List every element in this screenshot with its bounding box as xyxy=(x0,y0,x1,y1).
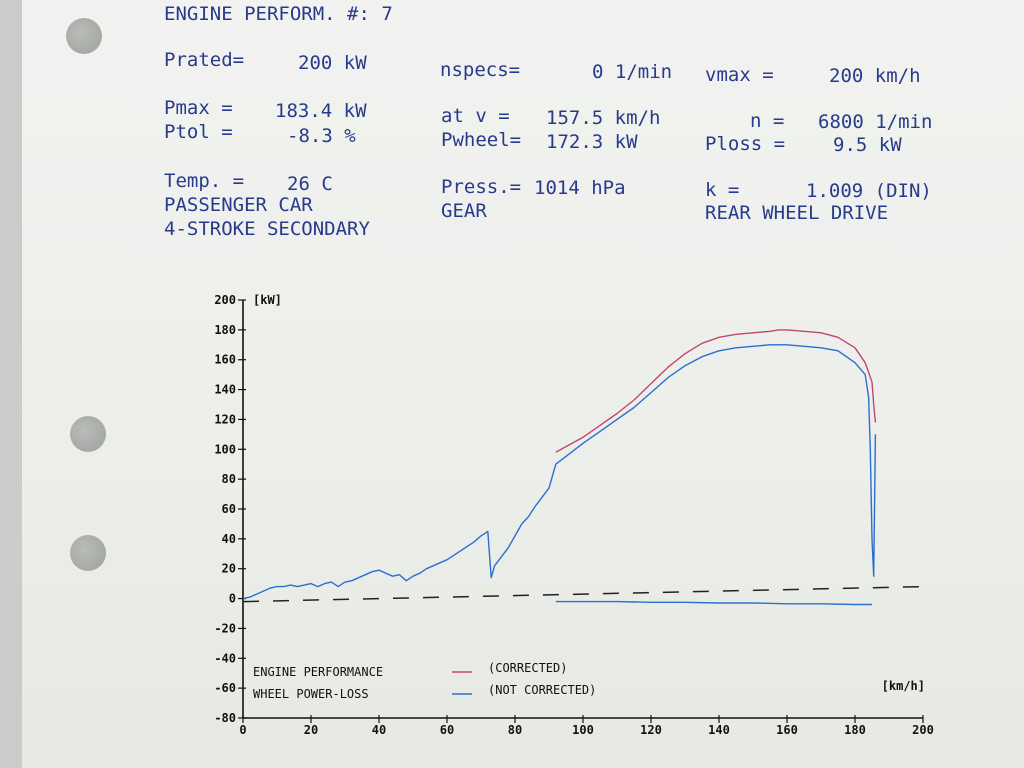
report-title: ENGINE PERFORM. #: 7 xyxy=(164,3,393,25)
vehicle-type: PASSENGER CAR xyxy=(164,194,313,216)
x-tick-label: 100 xyxy=(572,723,594,737)
legend-series-name: (NOT CORRECTED) xyxy=(488,683,596,697)
nspecs-label: nspecs= xyxy=(440,59,521,81)
gear-label: GEAR xyxy=(441,200,487,222)
punch-hole xyxy=(66,18,102,54)
x-tick-label: 20 xyxy=(304,723,318,737)
pmax-value: 183.4 kW xyxy=(275,100,367,122)
pwheel-value: 172.3 kW xyxy=(546,131,638,153)
y-tick-label: -40 xyxy=(214,651,236,665)
x-tick-label: 80 xyxy=(508,723,522,737)
ptol-label: Ptol = xyxy=(164,121,233,143)
drive-type: REAR WHEEL DRIVE xyxy=(705,202,889,224)
nspecs-value: 0 1/min xyxy=(592,61,673,83)
y-tick-label: 100 xyxy=(214,442,236,456)
x-tick-label: 0 xyxy=(239,723,246,737)
chart-ticks: 200180160140120100806040200-20-40-60-800… xyxy=(214,293,934,737)
engine-type: 4-STROKE SECONDARY xyxy=(164,218,370,240)
x-tick-label: 200 xyxy=(912,723,934,737)
prated-value: 200 kW xyxy=(298,52,367,74)
x-tick-label: 60 xyxy=(440,723,454,737)
y-tick-label: 200 xyxy=(214,293,236,307)
y-tick-label: -80 xyxy=(214,711,236,725)
ploss-label: Ploss = xyxy=(705,133,786,155)
k-value: 1.009 (DIN) xyxy=(806,180,932,202)
legend-label: WHEEL POWER-LOSS xyxy=(253,687,369,701)
pwheel-label: Pwheel= xyxy=(441,129,522,151)
chart-legend: ENGINE PERFORMANCE (CORRECTED) WHEEL POWER… xyxy=(253,661,596,701)
at-v-label: at v = xyxy=(441,105,510,127)
series-line-corrected xyxy=(555,329,877,453)
at-v-value: 157.5 km/h xyxy=(546,107,661,129)
series-line-wheel-power-loss xyxy=(555,600,872,606)
y-tick-label: 160 xyxy=(214,353,236,367)
x-tick-label: 160 xyxy=(776,723,798,737)
n-label: n = xyxy=(750,110,785,132)
legend-label: ENGINE PERFORMANCE xyxy=(253,665,383,679)
press-value: 1014 hPa xyxy=(534,177,626,199)
y-tick-label: 180 xyxy=(214,323,236,337)
y-axis-label: [kW] xyxy=(253,293,282,307)
ptol-value: -8.3 % xyxy=(287,125,356,147)
x-tick-label: 180 xyxy=(844,723,866,737)
chart-series xyxy=(242,329,924,606)
prated-label: Prated= xyxy=(164,49,245,71)
x-tick-label: 40 xyxy=(372,723,386,737)
y-tick-label: 60 xyxy=(222,502,236,516)
k-label: k = xyxy=(705,179,740,201)
punch-hole xyxy=(70,535,106,571)
x-axis-label: [km/h] xyxy=(882,679,925,693)
press-label: Press.= xyxy=(441,176,522,198)
legend-series-name: (CORRECTED) xyxy=(488,661,567,675)
printout-paper xyxy=(22,0,1024,768)
ploss-value: 9.5 kW xyxy=(833,134,902,156)
y-tick-label: -60 xyxy=(214,681,236,695)
y-tick-label: 20 xyxy=(222,562,236,576)
y-tick-label: 120 xyxy=(214,412,236,426)
temp-value: 26 C xyxy=(287,173,333,195)
y-tick-label: 40 xyxy=(222,532,236,546)
temp-label: Temp. = xyxy=(164,170,245,192)
y-tick-label: 80 xyxy=(222,472,236,486)
punch-hole xyxy=(70,416,106,452)
vmax-value: 200 km/h xyxy=(829,65,921,87)
x-tick-label: 140 xyxy=(708,723,730,737)
y-tick-label: 140 xyxy=(214,383,236,397)
series-line-not-corrected xyxy=(242,344,877,600)
chart-axes xyxy=(242,300,923,719)
y-tick-label: 0 xyxy=(229,592,236,606)
pmax-label: Pmax = xyxy=(164,97,233,119)
vmax-label: vmax = xyxy=(705,64,774,86)
n-value: 6800 1/min xyxy=(818,111,933,133)
series-line-reference-dashed xyxy=(242,585,924,603)
x-tick-label: 120 xyxy=(640,723,662,737)
y-tick-label: -20 xyxy=(214,621,236,635)
